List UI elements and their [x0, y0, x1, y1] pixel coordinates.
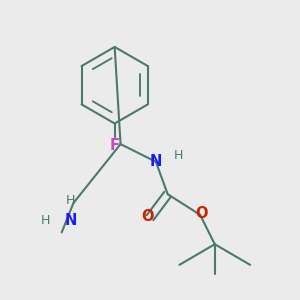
Text: H: H: [41, 214, 50, 227]
Text: F: F: [110, 138, 120, 153]
Text: N: N: [64, 213, 77, 228]
Text: O: O: [195, 206, 208, 221]
Text: H: H: [173, 149, 183, 162]
Text: H: H: [66, 194, 75, 207]
Text: N: N: [150, 154, 162, 169]
Text: O: O: [141, 209, 153, 224]
